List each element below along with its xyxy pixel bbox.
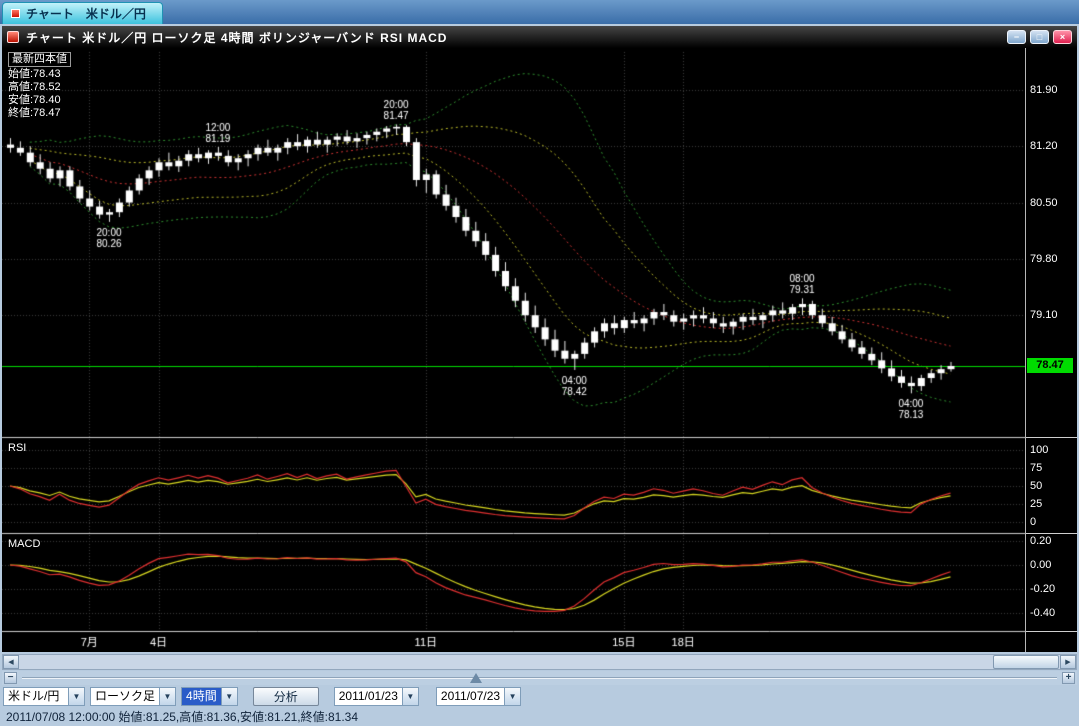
price-axis: 81.90 81.20 80.50 79.80 79.10 100 75 50 25 0 0.20 0… <box>1025 48 1077 652</box>
status-text: 2011/07/08 12:00:00 始値:81.25,高値:81.36,安値… <box>6 710 359 724</box>
zoom-in-button[interactable]: + <box>1062 672 1075 684</box>
price-chart-canvas[interactable] <box>2 48 1025 652</box>
zoom-out-button[interactable]: − <box>4 672 17 684</box>
low-value: 安値:78.40 <box>8 94 61 106</box>
ohlc-info-panel: 最新四本値 始値:78.43 高値:78.52 安値:78.40 終値:78.4… <box>8 52 71 120</box>
chevron-down-icon[interactable]: ▼ <box>401 687 418 705</box>
status-bar: 2011/07/08 12:00:00 始値:81.25,高値:81.36,安値… <box>2 708 1077 726</box>
minimize-button[interactable]: − <box>1007 30 1026 44</box>
open-value: 始値:78.43 <box>8 68 61 80</box>
window-controls: − □ × <box>1007 30 1072 44</box>
chart-type-select-value: ローソク足 <box>95 688 156 703</box>
date-to-select[interactable]: 2011/07/23 ▼ <box>435 686 522 706</box>
rsi-axis-tick: 0 <box>1030 516 1037 528</box>
panel-separator <box>1026 631 1077 632</box>
last-price-badge: 78.47 <box>1027 357 1073 373</box>
scroll-right-button[interactable]: ▶ <box>1060 655 1076 669</box>
scroll-left-button[interactable]: ◀ <box>3 655 19 669</box>
chart-scrollbar[interactable]: ◀ ▶ <box>2 654 1077 670</box>
chevron-down-icon[interactable]: ▼ <box>504 687 521 705</box>
symbol-select-value: 米ドル/円 <box>8 688 60 703</box>
chart-region: 最新四本値 始値:78.43 高値:78.52 安値:78.40 終値:78.4… <box>2 48 1077 652</box>
left-arrow-icon: ◀ <box>8 659 14 666</box>
rsi-axis-tick: 75 <box>1030 462 1043 474</box>
tab-bar: チャート 米ドル／円 <box>0 0 1079 24</box>
date-to-value: 2011/07/23 <box>440 688 501 703</box>
scrollbar-thumb[interactable] <box>993 655 1059 669</box>
price-axis-tick: 81.20 <box>1030 140 1058 153</box>
close-button[interactable]: × <box>1053 30 1072 44</box>
zoom-slider-thumb[interactable] <box>469 673 482 683</box>
timeframe-select[interactable]: 4時間 ▼ <box>181 686 238 706</box>
timeframe-select-value: 4時間 <box>182 687 221 705</box>
ohlc-panel-title: 最新四本値 <box>8 52 71 67</box>
price-axis-tick: 81.90 <box>1030 83 1058 96</box>
date-from-value: 2011/01/23 <box>338 688 398 703</box>
macd-panel-label: MACD <box>8 538 41 550</box>
chart-window-icon <box>7 31 19 43</box>
symbol-select[interactable]: 米ドル/円 ▼ <box>3 686 85 706</box>
macd-axis-tick: -0.20 <box>1030 583 1056 595</box>
rsi-panel-label: RSI <box>8 442 27 454</box>
zoom-slider-row: − + <box>2 671 1077 685</box>
chevron-down-icon[interactable]: ▼ <box>68 687 84 705</box>
bottom-toolbar: 米ドル/円 ▼ ローソク足 ▼ 4時間 ▼ 分析 2011/01/23 ▼ 20… <box>2 685 1077 707</box>
chevron-down-icon[interactable]: ▼ <box>159 687 176 705</box>
close-value: 終値:78.47 <box>8 107 61 119</box>
macd-axis-tick: 0.00 <box>1030 559 1052 571</box>
price-axis-tick: 80.50 <box>1030 196 1058 209</box>
zoom-slider-track[interactable] <box>22 677 1057 679</box>
chevron-down-icon[interactable]: ▼ <box>220 687 237 705</box>
restore-button[interactable]: □ <box>1030 30 1049 44</box>
chart-type-select[interactable]: ローソク足 ▼ <box>90 686 177 706</box>
window-title: チャート 米ドル／円 ローソク足 4時間 ボリンジャーバンド RSI MACD <box>26 30 448 45</box>
high-value: 高値:78.52 <box>8 81 61 93</box>
chart-tab-icon <box>11 9 20 18</box>
window-titlebar[interactable]: チャート 米ドル／円 ローソク足 4時間 ボリンジャーバンド RSI MACD … <box>2 26 1077 48</box>
macd-axis-tick: 0.20 <box>1030 535 1052 547</box>
macd-axis-tick: -0.40 <box>1030 607 1056 619</box>
date-from-select[interactable]: 2011/01/23 ▼ <box>333 686 419 706</box>
tab-label: チャート 米ドル／円 <box>26 7 146 21</box>
panel-separator <box>1026 533 1077 534</box>
rsi-axis-tick: 100 <box>1030 444 1049 456</box>
tab-chart-usdjpy[interactable]: チャート 米ドル／円 <box>2 2 163 24</box>
right-arrow-icon: ▶ <box>1065 659 1071 666</box>
panel-separator <box>1026 437 1077 438</box>
rsi-axis-tick: 25 <box>1030 498 1043 510</box>
analyze-button[interactable]: 分析 <box>252 686 319 706</box>
rsi-axis-tick: 50 <box>1030 480 1043 492</box>
price-axis-tick: 79.10 <box>1030 309 1058 322</box>
price-axis-tick: 79.80 <box>1030 252 1058 265</box>
